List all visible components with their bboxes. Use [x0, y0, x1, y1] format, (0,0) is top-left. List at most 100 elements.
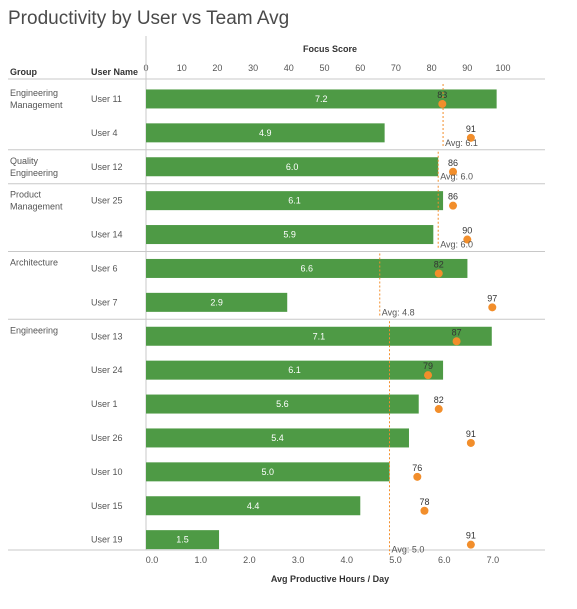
focus-score-label: 86 — [448, 158, 458, 168]
hours-bar-label: 1.5 — [176, 535, 189, 545]
hours-bar — [146, 360, 444, 380]
chart-title: Productivity by User vs Team Avg — [8, 8, 290, 29]
hours-bar-label: 5.6 — [276, 399, 289, 409]
hours-bar-label: 6.0 — [286, 162, 299, 172]
hours-bar — [146, 292, 288, 312]
bottom-axis-tick-label: 3.0 — [292, 555, 305, 565]
bottom-axis-tick-label: 5.0 — [389, 555, 402, 565]
team-average-label: Avg: 6.1 — [445, 138, 478, 148]
user-label: User 12 — [91, 162, 123, 172]
focus-score-label: 91 — [466, 124, 476, 134]
hours-bar — [146, 530, 220, 550]
hours-bar — [146, 326, 492, 346]
top-axis-title: Focus Score — [303, 44, 357, 54]
bottom-axis-tick-label: 2.0 — [243, 555, 256, 565]
group-label: Engineering — [10, 88, 58, 98]
hours-bar — [146, 123, 385, 143]
top-axis-tick-label: 50 — [319, 63, 329, 73]
hours-bar — [146, 191, 444, 211]
team-average-label: Avg: 4.8 — [382, 307, 415, 317]
focus-score-label: 91 — [466, 531, 476, 541]
hours-bar-label: 6.1 — [288, 365, 301, 375]
group-label: Management — [10, 100, 63, 110]
focus-score-label: 90 — [462, 226, 472, 236]
focus-score-label: 91 — [466, 429, 476, 439]
user-label: User 6 — [91, 263, 118, 273]
top-axis-tick-label: 90 — [462, 63, 472, 73]
focus-score-label: 97 — [487, 293, 497, 303]
user-label: User 10 — [91, 467, 123, 477]
group-label: Quality — [10, 156, 39, 166]
user-label: User 25 — [91, 196, 123, 206]
hours-bar-label: 4.4 — [247, 501, 260, 511]
hours-bar-label: 6.6 — [300, 263, 313, 273]
group-label: Architecture — [10, 258, 58, 268]
group-label: Product — [10, 190, 42, 200]
hours-bar-label: 7.2 — [315, 94, 328, 104]
bottom-axis-title: Avg Productive Hours / Day — [271, 574, 389, 584]
focus-score-dot — [434, 405, 443, 414]
hours-bar — [146, 428, 409, 448]
user-label: User 4 — [91, 128, 118, 138]
bottom-axis-tick-label: 1.0 — [194, 555, 207, 565]
hours-bar-label: 7.1 — [313, 331, 326, 341]
hours-bar-label: 5.0 — [261, 467, 274, 477]
focus-score-dot — [438, 99, 447, 108]
focus-score-dot — [463, 235, 472, 244]
user-label: User 19 — [91, 535, 123, 545]
user-label: User 26 — [91, 433, 123, 443]
hours-bar-label: 2.9 — [210, 297, 223, 307]
hours-bar — [146, 157, 439, 177]
team-average-label: Avg: 6.0 — [440, 240, 473, 250]
focus-score-dot — [449, 201, 458, 210]
user-label: User 15 — [91, 501, 123, 511]
focus-score-dot — [420, 506, 429, 515]
hours-bar — [146, 258, 468, 278]
focus-score-dot — [466, 540, 475, 549]
user-label: User 1 — [91, 399, 118, 409]
focus-score-dot — [424, 371, 433, 380]
focus-score-label: 82 — [434, 395, 444, 405]
user-label: User 7 — [91, 297, 118, 307]
group-column-header: Group — [10, 67, 37, 77]
user-label: User 13 — [91, 331, 123, 341]
top-axis-tick-label: 80 — [427, 63, 437, 73]
focus-score-dot — [488, 303, 497, 312]
top-axis-tick-label: 10 — [177, 63, 187, 73]
bottom-axis-tick-label: 0.0 — [146, 555, 159, 565]
hours-bar-label: 6.1 — [288, 196, 301, 206]
team-average-label: Avg: 5.0 — [392, 545, 425, 555]
focus-score-label: 87 — [452, 327, 462, 337]
focus-score-label: 86 — [448, 192, 458, 202]
focus-score-label: 78 — [419, 497, 429, 507]
user-label: User 24 — [91, 365, 123, 375]
bottom-axis-tick-label: 4.0 — [341, 555, 354, 565]
hours-bar — [146, 462, 390, 482]
focus-score-label: 79 — [423, 361, 433, 371]
user-column-header: User Name — [91, 67, 138, 77]
top-axis-tick-label: 30 — [248, 63, 258, 73]
hours-bar-label: 5.9 — [283, 230, 296, 240]
focus-score-dot — [434, 269, 443, 278]
user-label: User 14 — [91, 230, 123, 240]
group-label: Engineering — [10, 325, 58, 335]
top-axis-tick-label: 70 — [391, 63, 401, 73]
focus-score-dot — [449, 167, 458, 176]
hours-bar — [146, 496, 361, 516]
hours-bar — [146, 225, 434, 245]
user-label: User 11 — [91, 94, 122, 104]
top-axis-tick-label: 20 — [212, 63, 222, 73]
top-axis-tick-label: 60 — [355, 63, 365, 73]
bottom-axis-tick-label: 6.0 — [438, 555, 451, 565]
hours-bar-label: 4.9 — [259, 128, 272, 138]
focus-score-dot — [452, 337, 461, 346]
hours-bar-label: 5.4 — [271, 433, 284, 443]
focus-score-label: 83 — [437, 90, 447, 100]
hours-bar — [146, 394, 419, 414]
focus-score-dot — [413, 472, 422, 481]
hours-bar — [146, 89, 497, 109]
top-axis-tick-label: 100 — [495, 63, 510, 73]
focus-score-dot — [466, 133, 475, 142]
team-average-label: Avg: 6.0 — [440, 172, 473, 182]
